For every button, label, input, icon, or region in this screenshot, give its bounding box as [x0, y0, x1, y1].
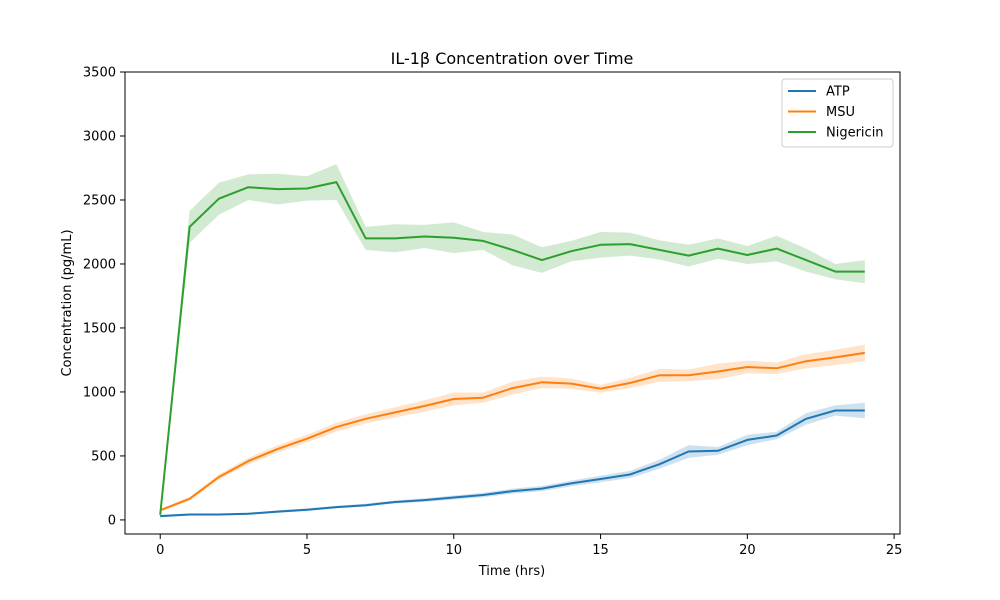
band-msu	[160, 344, 865, 512]
x-tick-label: 20	[739, 543, 756, 558]
y-tick-label: 500	[91, 449, 116, 464]
series-line-msu	[159, 351, 865, 512]
series-line-atp	[160, 409, 865, 518]
series-line-nigericin	[159, 181, 865, 515]
x-axis-ticks: 0 5 10 15 20 25	[156, 534, 902, 558]
x-tick-label: 10	[446, 543, 463, 558]
x-axis-label: Time (hrs)	[478, 564, 545, 579]
y-tick-label: 3000	[83, 129, 116, 144]
y-tick-label: 2000	[83, 257, 116, 272]
y-tick-label: 1000	[83, 385, 116, 400]
plot-frame	[124, 71, 901, 535]
confidence-bands	[160, 164, 865, 518]
x-tick-label: 15	[592, 543, 609, 558]
x-tick-label: 25	[886, 543, 903, 558]
x-tick-label: 5	[303, 543, 311, 558]
y-tick-label: 2500	[83, 193, 116, 208]
legend-label-msu: MSU	[826, 105, 855, 120]
chart-title: IL-1β Concentration over Time	[391, 49, 634, 68]
y-tick-label: 0	[108, 513, 116, 528]
legend-label-atp: ATP	[826, 85, 850, 100]
series-lines	[159, 181, 865, 518]
y-axis-label: Concentration (pg/mL)	[60, 229, 75, 376]
y-axis-ticks: 0 500 1000 1500 2000 2500 3000 3500	[83, 66, 125, 528]
x-tick-label: 0	[156, 543, 164, 558]
legend-label-nigericin: Nigericin	[826, 126, 884, 141]
legend-box	[781, 78, 894, 148]
legend: ATP MSU Nigericin	[781, 78, 894, 148]
band-nigericin	[160, 164, 865, 517]
y-tick-label: 1500	[83, 321, 116, 336]
y-tick-label: 3500	[83, 66, 116, 81]
